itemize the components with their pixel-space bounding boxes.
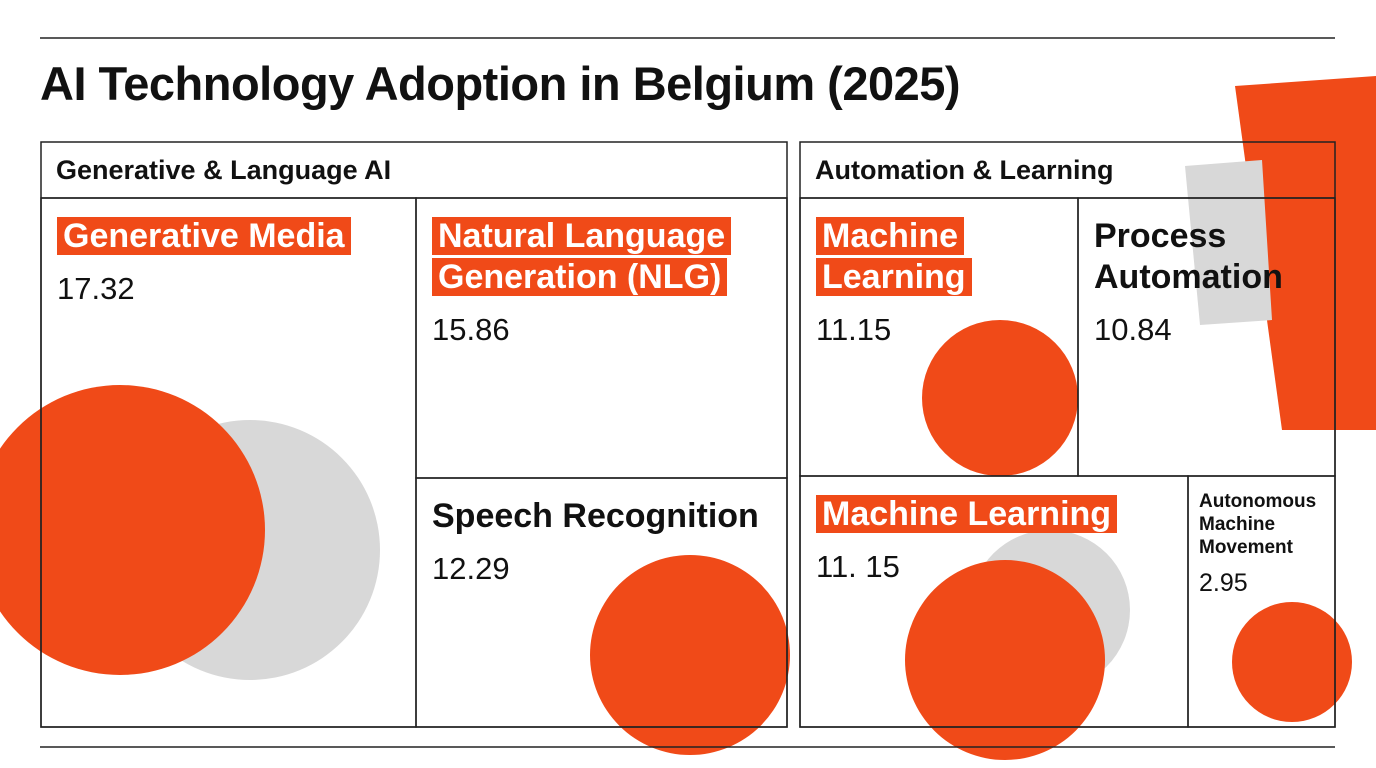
tile-label: Autonomous Machine Movement (1199, 490, 1316, 559)
chart-title: AI Technology Adoption in Belgium (2025) (40, 57, 961, 110)
decor-shape (1235, 76, 1376, 430)
decor-circle (1232, 602, 1352, 722)
tile-label: Machine Learning (816, 494, 1174, 535)
tile-label-text: Speech Recognition (432, 497, 759, 535)
tile-text: Machine Learning 11.15 (816, 216, 1064, 348)
tile-value: 11.15 (816, 312, 892, 347)
decor-circle (0, 385, 265, 675)
tile-value: 15.86 (432, 312, 510, 347)
tile-text: Machine Learning 11. 15 (816, 494, 1174, 585)
tile-label-text: Machine Learning (816, 495, 1118, 533)
tile-text: Speech Recognition 12.29 (432, 496, 773, 587)
decor-shape (1185, 160, 1272, 325)
tile-text: Natural Language Generation (NLG) 15.86 (432, 216, 773, 348)
tile-value: 12.29 (432, 551, 510, 586)
tile-value: 11. 15 (816, 549, 900, 584)
tile-label: Machine Learning (816, 216, 1064, 298)
tile (415, 477, 788, 728)
tile-label-text: Natural Language Generation (NLG) (432, 217, 732, 296)
tile (1187, 475, 1336, 728)
decor-circle (922, 320, 1078, 476)
tile-value: 17.32 (57, 271, 135, 306)
tile-label: Speech Recognition (432, 496, 773, 537)
decor-circle (905, 560, 1105, 760)
tile-text: Process Automation 10.84 (1094, 216, 1321, 348)
tile-label: Generative Media (57, 216, 402, 257)
tile-label-text: Autonomous Machine Movement (1199, 491, 1317, 558)
tile-label: Process Automation (1094, 216, 1321, 298)
tile-label: Natural Language Generation (NLG) (432, 216, 773, 298)
tile-value: 10.84 (1094, 312, 1172, 347)
tile-text: Autonomous Machine Movement 2.95 (1199, 490, 1316, 598)
tile-label-text: Generative Media (57, 217, 351, 255)
decor-circle (590, 555, 790, 755)
tile-label-text: Process Automation (1094, 217, 1283, 296)
tile-label-text: Machine Learning (816, 217, 972, 296)
tile-value: 2.95 (1199, 569, 1248, 597)
group-header: Automation & Learning (815, 155, 1114, 185)
tile-text: Generative Media 17.32 (57, 216, 402, 307)
group-header: Generative & Language AI (56, 155, 392, 185)
